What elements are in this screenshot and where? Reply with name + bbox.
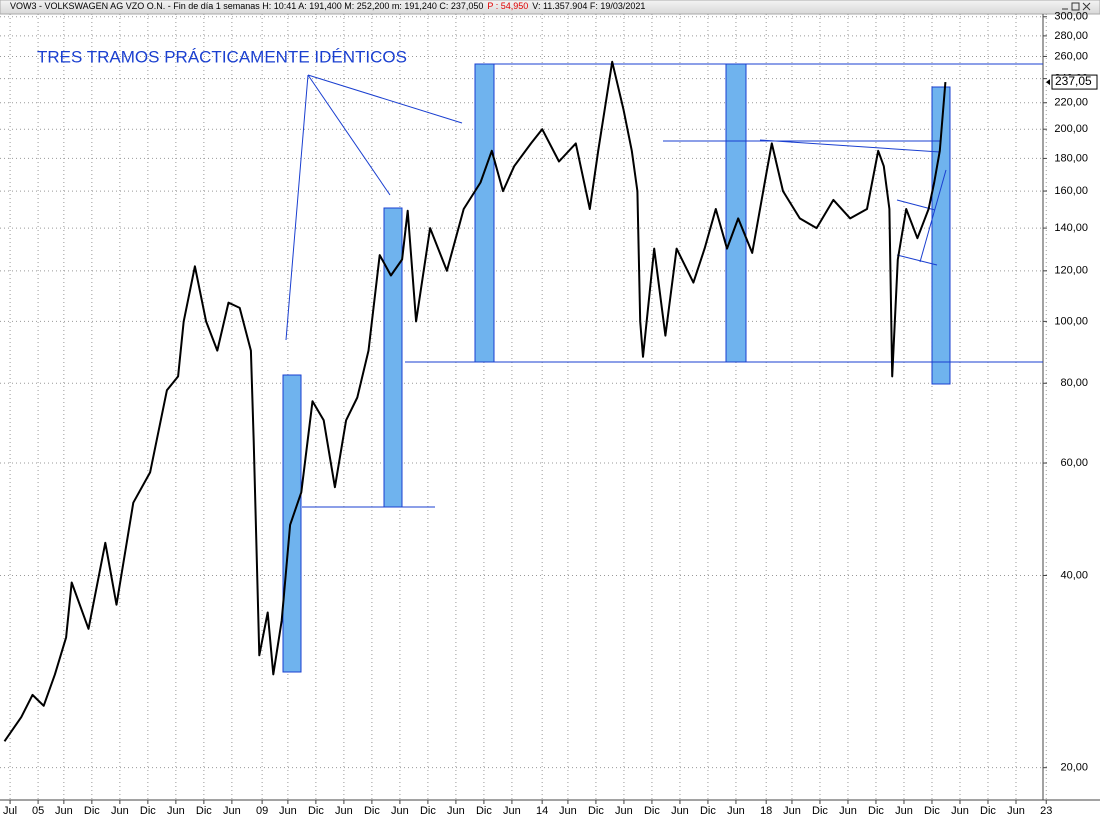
- header: VOW3 - VOLKSWAGEN AG VZO O.N. - Fin de d…: [10, 1, 645, 11]
- range-box: [725, 63, 747, 363]
- last-price-label: 237,05: [1055, 74, 1092, 88]
- x-tick-label: Dic: [588, 805, 604, 817]
- y-tick-label: 300,00: [1054, 11, 1088, 23]
- y-tick-label: 220,00: [1054, 97, 1088, 109]
- x-tick-label: Jun: [55, 805, 73, 817]
- y-tick-label: 40,00: [1060, 569, 1088, 581]
- y-tick-label: 120,00: [1054, 265, 1088, 277]
- header-title: VOW3 - VOLKSWAGEN AG VZO O.N. - Fin de d…: [10, 1, 483, 11]
- x-tick-label: Dic: [980, 805, 996, 817]
- pointer-line: [307, 74, 391, 196]
- y-tick-label: 260,00: [1054, 50, 1088, 62]
- x-tick-label: Jun: [559, 805, 577, 817]
- header-bar: [0, 0, 1100, 15]
- x-tick-label: 23: [1040, 805, 1052, 817]
- range-box: [282, 374, 302, 673]
- window-buttons[interactable]: [1062, 2, 1091, 11]
- x-tick-label: Dic: [308, 805, 324, 817]
- x-tick-label: Jun: [839, 805, 857, 817]
- range-box: [383, 207, 403, 508]
- overlays: [282, 63, 1043, 673]
- x-tick-label: Jun: [1007, 805, 1025, 817]
- close-button[interactable]: [1082, 2, 1091, 11]
- x-tick-label: 05: [32, 805, 44, 817]
- y-tick-label: 60,00: [1060, 457, 1088, 469]
- x-tick-label: Dic: [924, 805, 940, 817]
- x-tick-label: Jun: [335, 805, 353, 817]
- y-tick-label: 20,00: [1060, 762, 1088, 774]
- x-tick-label: Dic: [812, 805, 828, 817]
- x-tick-label: Jun: [223, 805, 241, 817]
- trend-line: [759, 139, 941, 153]
- y-tick-label: 200,00: [1054, 123, 1088, 135]
- x-tick-label: Jun: [279, 805, 297, 817]
- x-tick-label: Dic: [196, 805, 212, 817]
- range-box: [931, 86, 951, 385]
- x-tick-label: Dic: [84, 805, 100, 817]
- y-tick-label: 100,00: [1054, 315, 1088, 327]
- range-box: [474, 63, 495, 363]
- y-tick-label: 140,00: [1054, 222, 1088, 234]
- last-price-marker: [1046, 79, 1050, 86]
- x-tick-label: Jun: [391, 805, 409, 817]
- x-tick-label: 09: [256, 805, 268, 817]
- pointer-line: [285, 74, 309, 341]
- annotation: TRES TRAMOS PRÁCTICAMENTE IDÉNTICOS: [37, 47, 407, 66]
- x-tick-label: Jun: [167, 805, 185, 817]
- pointer-line: [307, 74, 463, 124]
- plot: [3, 60, 947, 742]
- header-volume-date: V: 11.357.904 F: 19/03/2021: [532, 1, 645, 11]
- x-tick-label: Dic: [420, 805, 436, 817]
- x-tick-label: 14: [536, 805, 548, 817]
- x-tick-label: Jun: [111, 805, 129, 817]
- trend-line: [896, 254, 938, 266]
- x-tick-label: 18: [760, 805, 772, 817]
- x-tick-label: Jun: [727, 805, 745, 817]
- x-tick-label: Jun: [447, 805, 465, 817]
- x-tick-label: Dic: [140, 805, 156, 817]
- trend-line: [919, 169, 947, 263]
- x-tick-label: Dic: [868, 805, 884, 817]
- grid: [0, 14, 1047, 800]
- price-line: [3, 60, 947, 742]
- x-tick-label: Jun: [671, 805, 689, 817]
- x-tick-label: Dic: [364, 805, 380, 817]
- x-tick-label: Jun: [503, 805, 521, 817]
- y-tick-label: 160,00: [1054, 185, 1088, 197]
- x-tick-label: Jul: [3, 805, 17, 817]
- x-tick-label: Dic: [700, 805, 716, 817]
- maximize-button[interactable]: [1071, 2, 1080, 11]
- x-tick-label: Dic: [476, 805, 492, 817]
- x-tick-label: Jun: [895, 805, 913, 817]
- x-tick-label: Jun: [615, 805, 633, 817]
- header-change: P : 54,950: [487, 1, 528, 11]
- y-tick-label: 180,00: [1054, 152, 1088, 164]
- last-price-box: [1051, 74, 1098, 90]
- y-tick-label: 80,00: [1060, 377, 1088, 389]
- x-tick-label: Jun: [783, 805, 801, 817]
- x-tick-label: Dic: [644, 805, 660, 817]
- x-tick-label: Jun: [951, 805, 969, 817]
- y-tick-label: 280,00: [1054, 30, 1088, 42]
